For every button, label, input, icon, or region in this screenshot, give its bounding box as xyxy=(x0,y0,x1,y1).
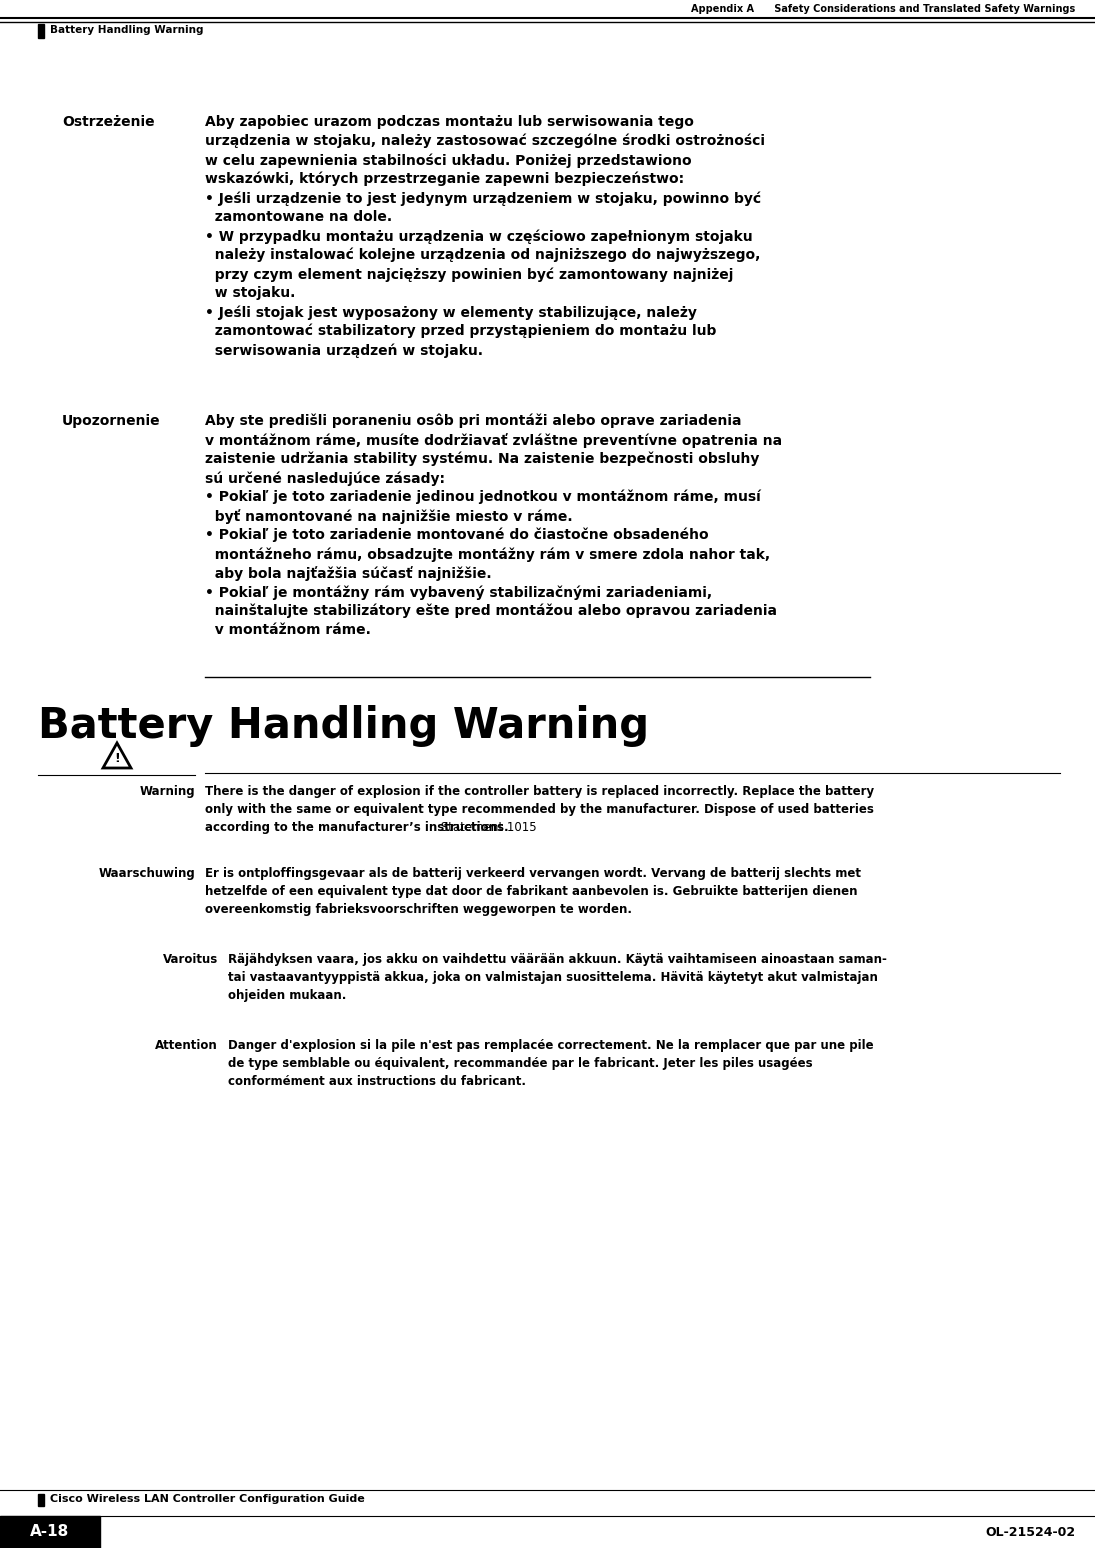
Text: Warning: Warning xyxy=(139,785,195,799)
Text: OL-21524-02: OL-21524-02 xyxy=(984,1525,1075,1539)
Text: Aby zapobiec urazom podczas montażu lub serwisowania tego: Aby zapobiec urazom podczas montażu lub … xyxy=(205,115,694,128)
Text: Cisco Wireless LAN Controller Configuration Guide: Cisco Wireless LAN Controller Configurat… xyxy=(50,1494,365,1505)
Text: sú určené nasledujúce zásady:: sú určené nasledujúce zásady: xyxy=(205,471,445,486)
Text: aby bola najťažšia súčasť najnižšie.: aby bola najťažšia súčasť najnižšie. xyxy=(205,567,492,580)
Text: urządzenia w stojaku, należy zastosować szczególne środki ostrożności: urządzenia w stojaku, należy zastosować … xyxy=(205,135,765,149)
Text: Ostrzeżenie: Ostrzeżenie xyxy=(62,115,154,128)
Text: v montážnom ráme, musíte dodržiavať zvláštne preventívne opatrenia na: v montážnom ráme, musíte dodržiavať zvlá… xyxy=(205,433,782,447)
Text: hetzelfde of een equivalent type dat door de fabrikant aanbevolen is. Gebruikte : hetzelfde of een equivalent type dat doo… xyxy=(205,885,857,898)
Bar xyxy=(0,1515,100,1548)
Text: zamontować stabilizatory przed przystąpieniem do montażu lub: zamontować stabilizatory przed przystąpi… xyxy=(205,324,716,339)
Text: należy instalować kolejne urządzenia od najniższego do najwyższego,: należy instalować kolejne urządzenia od … xyxy=(205,248,760,263)
Text: Battery Handling Warning: Battery Handling Warning xyxy=(38,704,649,748)
Text: montážneho rámu, obsadzujte montážny rám v smere zdola nahor tak,: montážneho rámu, obsadzujte montážny rám… xyxy=(205,546,770,562)
Text: Statement 1015: Statement 1015 xyxy=(437,820,537,834)
Text: Upozornenie: Upozornenie xyxy=(62,413,161,427)
Text: • W przypadku montażu urządzenia w częściowo zapełnionym stojaku: • W przypadku montażu urządzenia w częśc… xyxy=(205,229,752,243)
Text: A-18: A-18 xyxy=(31,1525,70,1540)
Text: conformément aux instructions du fabricant.: conformément aux instructions du fabrica… xyxy=(228,1074,526,1088)
Text: Varoitus: Varoitus xyxy=(163,954,218,966)
Text: Attention: Attention xyxy=(155,1039,218,1053)
Text: Er is ontploffingsgevaar als de batterij verkeerd vervangen wordt. Vervang de ba: Er is ontploffingsgevaar als de batterij… xyxy=(205,867,861,879)
Text: byť namontované na najnižšie miesto v ráme.: byť namontované na najnižšie miesto v rá… xyxy=(205,509,573,523)
Text: Aby ste predišli poraneniu osôb pri montáži alebo oprave zariadenia: Aby ste predišli poraneniu osôb pri mont… xyxy=(205,413,741,429)
Text: w stojaku.: w stojaku. xyxy=(205,286,296,300)
Text: Battery Handling Warning: Battery Handling Warning xyxy=(50,25,204,36)
Text: according to the manufacturer’s instructions.: according to the manufacturer’s instruct… xyxy=(205,820,508,834)
Bar xyxy=(38,25,44,39)
Text: Appendix A      Safety Considerations and Translated Safety Warnings: Appendix A Safety Considerations and Tra… xyxy=(691,5,1075,14)
Text: serwisowania urządzeń w stojaku.: serwisowania urządzeń w stojaku. xyxy=(205,344,483,358)
Text: Räjähdyksen vaara, jos akku on vaihdettu väärään akkuun. Käytä vaihtamiseen aino: Räjähdyksen vaara, jos akku on vaihdettu… xyxy=(228,954,887,966)
Text: w celu zapewnienia stabilności układu. Poniżej przedstawiono: w celu zapewnienia stabilności układu. P… xyxy=(205,153,692,167)
Text: • Pokiaľ je toto zariadenie montované do čiastočne obsadeného: • Pokiaľ je toto zariadenie montované do… xyxy=(205,528,708,542)
Text: overeenkomstig fabrieksvoorschriften weggeworpen te worden.: overeenkomstig fabrieksvoorschriften weg… xyxy=(205,902,632,916)
Text: tai vastaavantyyppistä akkua, joka on valmistajan suosittelema. Hävitä käytetyt : tai vastaavantyyppistä akkua, joka on va… xyxy=(228,971,878,985)
Text: • Jeśli stojak jest wyposażony w elementy stabilizujące, należy: • Jeśli stojak jest wyposażony w element… xyxy=(205,305,696,319)
Text: There is the danger of explosion if the controller battery is replaced incorrect: There is the danger of explosion if the … xyxy=(205,785,874,799)
Text: zaistenie udržania stability systému. Na zaistenie bezpečnosti obsluhy: zaistenie udržania stability systému. Na… xyxy=(205,452,759,466)
Text: Waarschuwing: Waarschuwing xyxy=(99,867,195,879)
Text: • Pokiaľ je montážny rám vybavený stabilizačnými zariadeniami,: • Pokiaľ je montážny rám vybavený stabil… xyxy=(205,585,712,599)
Bar xyxy=(38,1494,44,1506)
Text: • Jeśli urządzenie to jest jedynym urządzeniem w stojaku, powinno być: • Jeśli urządzenie to jest jedynym urząd… xyxy=(205,190,761,206)
Text: przy czym element najcięższy powinien być zamontowany najniżej: przy czym element najcięższy powinien by… xyxy=(205,266,734,282)
Text: de type semblable ou équivalent, recommandée par le fabricant. Jeter les piles u: de type semblable ou équivalent, recomma… xyxy=(228,1057,812,1070)
Text: v montážnom ráme.: v montážnom ráme. xyxy=(205,622,371,636)
Text: !: ! xyxy=(115,752,120,765)
Text: nainštalujte stabilizátory ešte pred montážou alebo opravou zariadenia: nainštalujte stabilizátory ešte pred mon… xyxy=(205,604,777,619)
Text: zamontowane na dole.: zamontowane na dole. xyxy=(205,211,392,224)
Text: ohjeiden mukaan.: ohjeiden mukaan. xyxy=(228,989,346,1002)
Text: wskazówki, których przestrzeganie zapewni bezpieczeństwo:: wskazówki, których przestrzeganie zapewn… xyxy=(205,172,684,186)
Text: Danger d'explosion si la pile n'est pas remplacée correctement. Ne la remplacer : Danger d'explosion si la pile n'est pas … xyxy=(228,1039,874,1053)
Text: • Pokiaľ je toto zariadenie jedinou jednotkou v montážnom ráme, musí: • Pokiaľ je toto zariadenie jedinou jedn… xyxy=(205,491,761,505)
Text: only with the same or equivalent type recommended by the manufacturer. Dispose o: only with the same or equivalent type re… xyxy=(205,803,874,816)
